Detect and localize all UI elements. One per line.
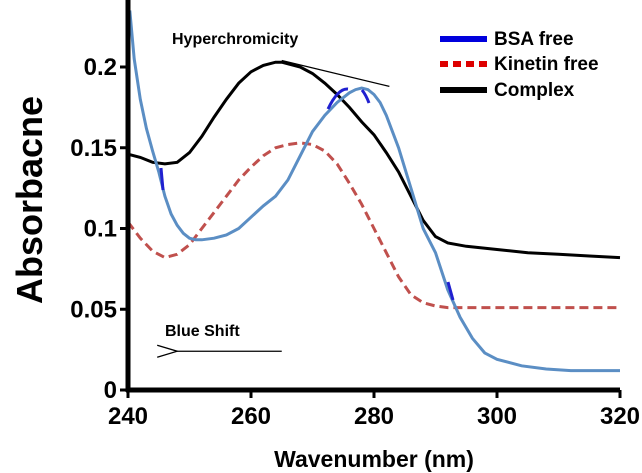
x-tick-label-300: 300	[477, 403, 517, 430]
series-line-kinetin-free	[126, 141, 620, 310]
series-layer	[126, 10, 621, 373]
x-tick-label-320: 320	[600, 403, 640, 430]
y-axis-title: Absorbacne	[9, 96, 50, 304]
x-tick-label-280: 280	[354, 403, 394, 430]
bsa-highlight-4	[446, 281, 455, 301]
legend-label-complex: Complex	[494, 80, 575, 101]
bsa-highlight-2	[326, 87, 349, 110]
x-tick-label-260: 260	[231, 403, 271, 430]
y-tick-label-0.2: 0.2	[84, 54, 117, 81]
series-line-complex	[127, 60, 621, 260]
series-line-bsa-free	[128, 10, 620, 373]
hyperchromicity-annotation: Hyperchromicity	[172, 31, 298, 48]
bsa-highlight-3	[360, 89, 371, 104]
y-tick-label-0: 0	[104, 377, 117, 404]
legend-label-bsa-free: BSA free	[494, 29, 574, 50]
legend-label-kinetin-free: Kinetin free	[494, 54, 599, 75]
hyperchromicity-line	[281, 59, 390, 88]
x-tick-label-240: 240	[108, 403, 148, 430]
bsa-highlight-1	[159, 167, 165, 191]
x-axis-title: Wavenumber (nm)	[274, 446, 474, 472]
ticks-layer: 240 260 280 300 320 0 0.05 0.1 0.15 0.2	[70, 54, 640, 430]
legend: BSA free Kinetin free Complex	[440, 29, 599, 101]
y-tick-label-0.1: 0.1	[84, 216, 117, 243]
blue-shift-annotation: Blue Shift	[165, 323, 240, 340]
y-tick-label-0.15: 0.15	[70, 135, 117, 162]
y-tick-label-0.05: 0.05	[70, 296, 117, 323]
